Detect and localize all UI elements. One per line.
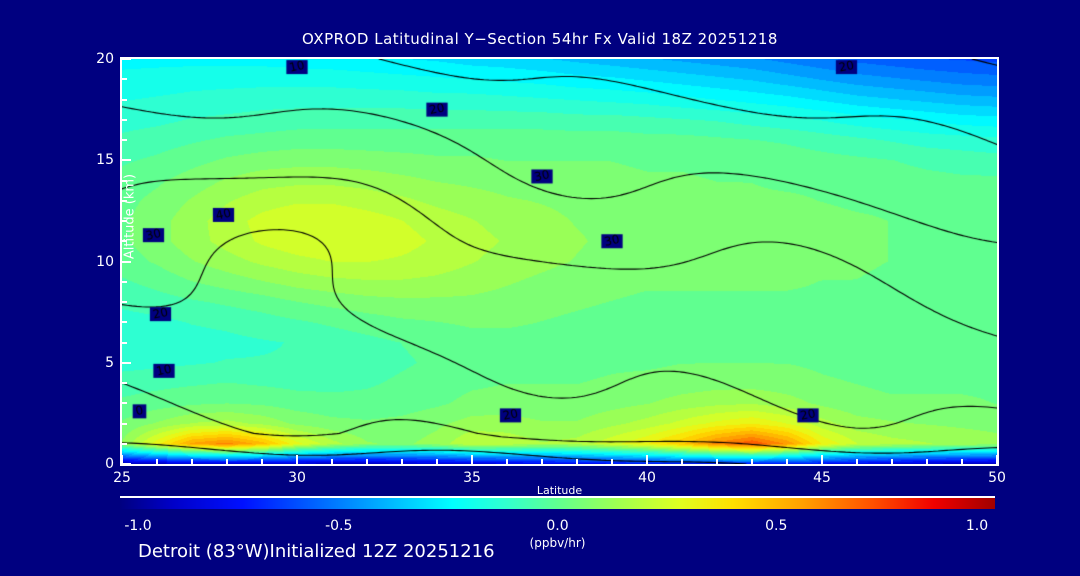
x-tick-mark [786,459,788,464]
x-tick-mark [856,459,858,464]
x-tick-mark [261,459,263,464]
y-tick-mark [122,199,127,202]
colorbar-units-label: (ppbv/hr) [529,536,586,550]
y-tick-label: 10 [96,253,114,270]
y-tick-label: 0 [105,456,114,472]
x-tick-label: 40 [638,470,656,486]
y-tick-mark [122,139,127,141]
y-tick-mark [122,58,131,60]
y-tick-mark [122,463,131,465]
x-axis-label: Latitude [536,484,583,497]
x-tick-mark [751,459,753,464]
y-tick-label: 5 [105,354,114,371]
y-tick-mark [122,361,131,364]
plot-area[interactable]: 0 5 10 15 20 25 30 35 40 45 50 Altitude (km) Lati… [96,51,1006,497]
y-tick-mark [122,301,127,303]
y-tick-mark [122,321,127,324]
y-tick-mark [122,78,127,81]
x-tick-mark [926,459,928,464]
x-tick-mark [646,455,648,464]
y-tick-mark [122,422,127,425]
x-tick-mark [156,459,158,464]
x-tick-mark [121,455,123,464]
page-title: OXPROD Latitudinal Y−Section 54hr Fx Val… [302,30,778,48]
y-tick-mark [122,260,131,263]
y-tick-mark [122,240,127,243]
colorbar-tick-label: 1.0 [965,518,989,534]
x-tick-mark [506,459,508,464]
x-tick-mark [681,459,683,464]
y-tick-label: 15 [96,152,114,169]
x-tick-label: 25 [113,470,131,486]
y-tick-mark [122,341,127,344]
y-tick-mark [122,402,127,405]
y-tick-mark [122,159,131,162]
plot-clip [122,59,997,464]
colorbar-tick-label: -0.5 [325,518,353,534]
x-tick-mark [436,459,438,464]
x-tick-mark [366,459,368,464]
y-tick-mark [122,118,127,121]
x-tick-label: 45 [813,470,831,486]
y-tick-mark [122,98,127,101]
y-axis-label: Altitude (km) [122,173,138,260]
x-tick-mark [821,455,823,464]
x-tick-mark [296,455,298,464]
x-tick-label: 50 [988,470,1006,486]
x-tick-label: 30 [288,470,306,486]
colorbar-tick-label: 0.0 [546,518,569,534]
x-tick-mark [226,459,228,464]
contour-field-canvas [122,59,997,464]
y-tick-mark [122,280,127,283]
colorbar-tick-label: -1.0 [124,518,152,534]
colorbar-group: -1.0 -0.5 0.0 0.5 1.0 (ppbv/hr) [120,496,995,550]
x-tick-mark [611,459,613,464]
x-tick-mark [716,459,718,464]
y-tick-mark [122,179,127,182]
footer-label: Detroit (83°W)Initialized 12Z 20251216 [138,541,495,562]
x-tick-mark [891,459,893,464]
colorbar [120,496,995,509]
x-tick-mark [401,459,403,464]
x-tick-mark [996,455,998,464]
x-tick-mark [331,459,333,464]
x-tick-mark [541,459,543,464]
x-tick-mark [191,459,193,464]
colorbar-tick-label: 0.5 [765,518,788,534]
x-tick-mark [471,455,473,464]
x-tick-mark [961,459,963,464]
y-tick-mark [122,442,127,445]
y-tick-mark [122,382,127,384]
x-tick-label: 35 [463,470,481,486]
y-tick-mark [122,220,127,222]
y-tick-label: 20 [96,51,114,67]
x-tick-mark [576,459,578,464]
